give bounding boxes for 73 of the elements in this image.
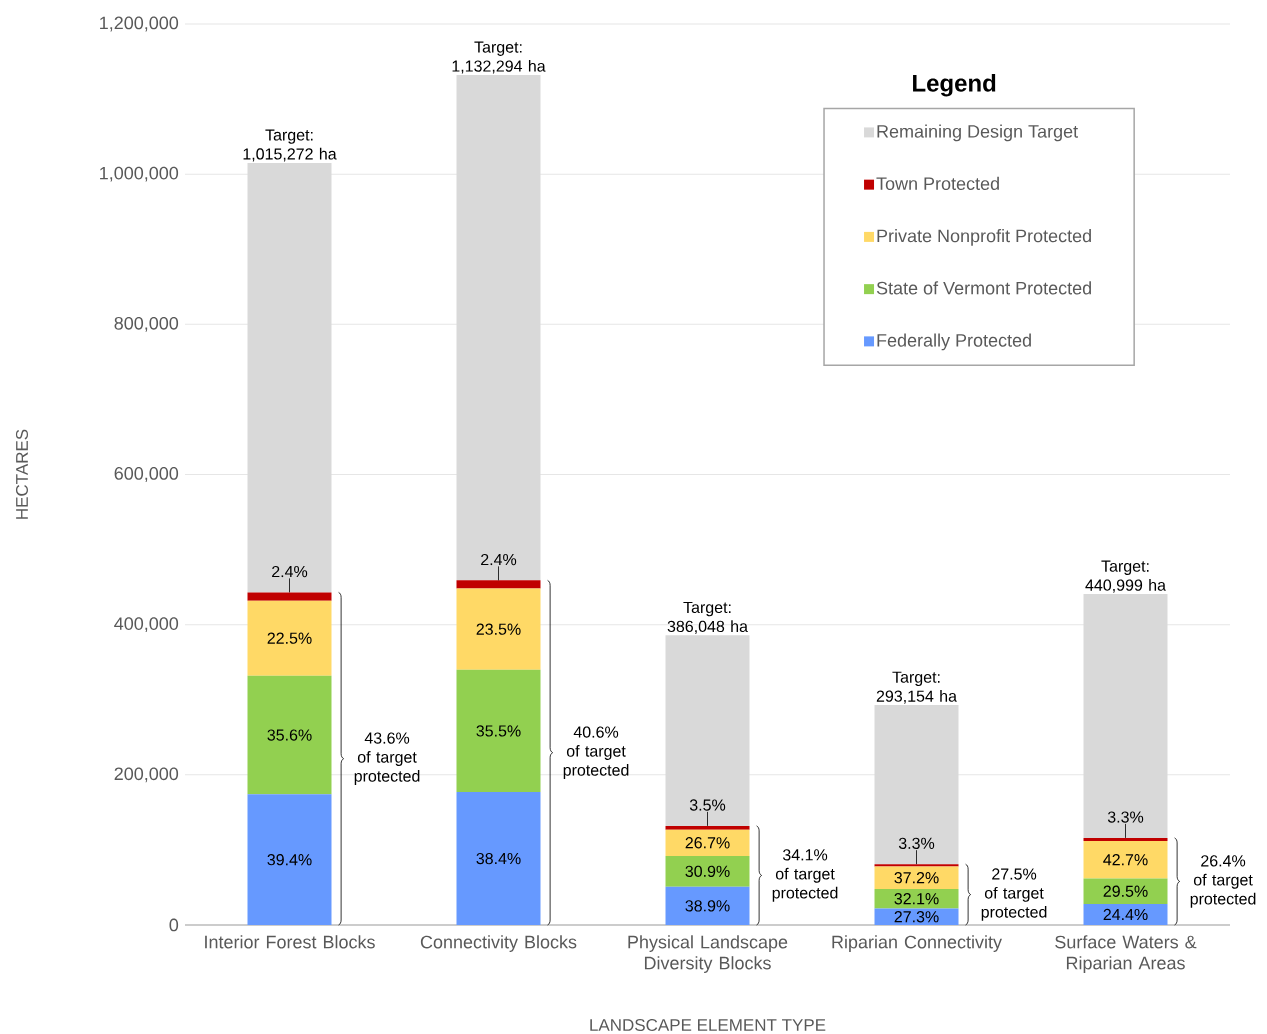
legend-label: State of Vermont Protected — [876, 281, 1091, 295]
legend-label: Remaining Design Target — [877, 124, 1078, 142]
legend-label: Town Protected — [876, 176, 999, 190]
annotation: 2.4% — [272, 565, 308, 578]
annotation: 26.7% — [685, 837, 730, 849]
bar — [456, 588, 541, 670]
bar — [247, 592, 332, 601]
y-tick-label: 200,000 — [114, 767, 179, 783]
y-tick-label: 1,000,000 — [100, 166, 179, 182]
annotation: 35.5% — [476, 725, 521, 737]
annotation: 38.4% — [476, 852, 521, 865]
bar — [1083, 840, 1168, 879]
bar — [456, 75, 541, 581]
y-tick-label: 600,000 — [114, 467, 179, 482]
annotation: Target: 440,999 ha — [1085, 560, 1166, 593]
annotation: 23.5% — [476, 623, 521, 635]
annotation: 40.6% of target protected — [563, 726, 629, 779]
y-tick-label: 800,000 — [114, 316, 179, 332]
legend-label: Private Nonprofit Protected — [877, 229, 1091, 246]
annotation: 34.1% of target protected — [772, 849, 838, 902]
annotation: Target: 293,154 ha — [876, 671, 957, 704]
x-tick-label: Riparian Connectivity — [832, 935, 1002, 952]
bar — [247, 675, 332, 795]
annotation: 42.7% — [1103, 854, 1148, 866]
bar — [1083, 837, 1168, 841]
annotation: Target: 1,132,294 ha — [452, 41, 546, 74]
legend-title: Legend — [913, 74, 996, 97]
annotation: 35.6% — [267, 729, 312, 741]
x-tick-label: Connectivity Blocks — [420, 935, 577, 952]
bar — [665, 886, 750, 925]
annotation: 30.9% — [685, 865, 730, 877]
annotation: 29.5% — [1103, 885, 1148, 897]
annotation: 3.5% — [689, 799, 726, 811]
annotation: 27.3% — [894, 911, 939, 923]
bar — [665, 829, 750, 856]
annotation: 32.1% — [894, 893, 939, 905]
bar — [874, 705, 959, 865]
bar — [1083, 903, 1168, 925]
bar — [665, 635, 750, 826]
annotation: 3.3% — [1107, 811, 1144, 823]
annotation: 43.6% of target protected — [354, 732, 420, 785]
y-tick-label: 1,200,000 — [100, 16, 179, 32]
y-tick-label: 0 — [169, 918, 179, 932]
annotation: Target: 386,048 ha — [667, 601, 748, 634]
annotation: 39.4% — [267, 854, 312, 866]
x-tick-label: Physical Landscape Diversity Blocks — [628, 935, 788, 973]
bar — [665, 825, 750, 830]
annotation: 2.4% — [481, 553, 517, 566]
bar — [1083, 593, 1168, 838]
bar — [456, 580, 541, 589]
y-axis-title: HECTARES — [15, 429, 28, 519]
x-axis-title: LANDSCAPE ELEMENT TYPE — [590, 1018, 826, 1032]
annotation: 27.5% of target protected — [981, 868, 1047, 921]
legend-label: Federally Protected — [877, 333, 1031, 351]
annotation: 26.4% of target protected — [1190, 855, 1256, 908]
bar — [1083, 878, 1168, 904]
x-tick-label: Surface Waters & Riparian Areas — [1055, 935, 1197, 973]
bar — [665, 855, 750, 887]
x-tick-label: Interior Forest Blocks — [205, 935, 375, 949]
annotation: 38.9% — [685, 900, 730, 912]
annotation: 3.3% — [898, 837, 935, 849]
annotation: 37.2% — [894, 872, 939, 884]
bar — [874, 866, 959, 889]
bar — [247, 794, 332, 925]
bar — [456, 669, 541, 793]
bar — [874, 908, 959, 925]
bar — [247, 162, 332, 593]
annotation: 24.4% — [1103, 908, 1148, 921]
bar — [456, 792, 541, 925]
annotation: Target: 1,015,272 ha — [243, 129, 337, 162]
y-tick-label: 400,000 — [114, 617, 179, 633]
annotation: 22.5% — [267, 632, 312, 644]
bar — [247, 600, 332, 676]
